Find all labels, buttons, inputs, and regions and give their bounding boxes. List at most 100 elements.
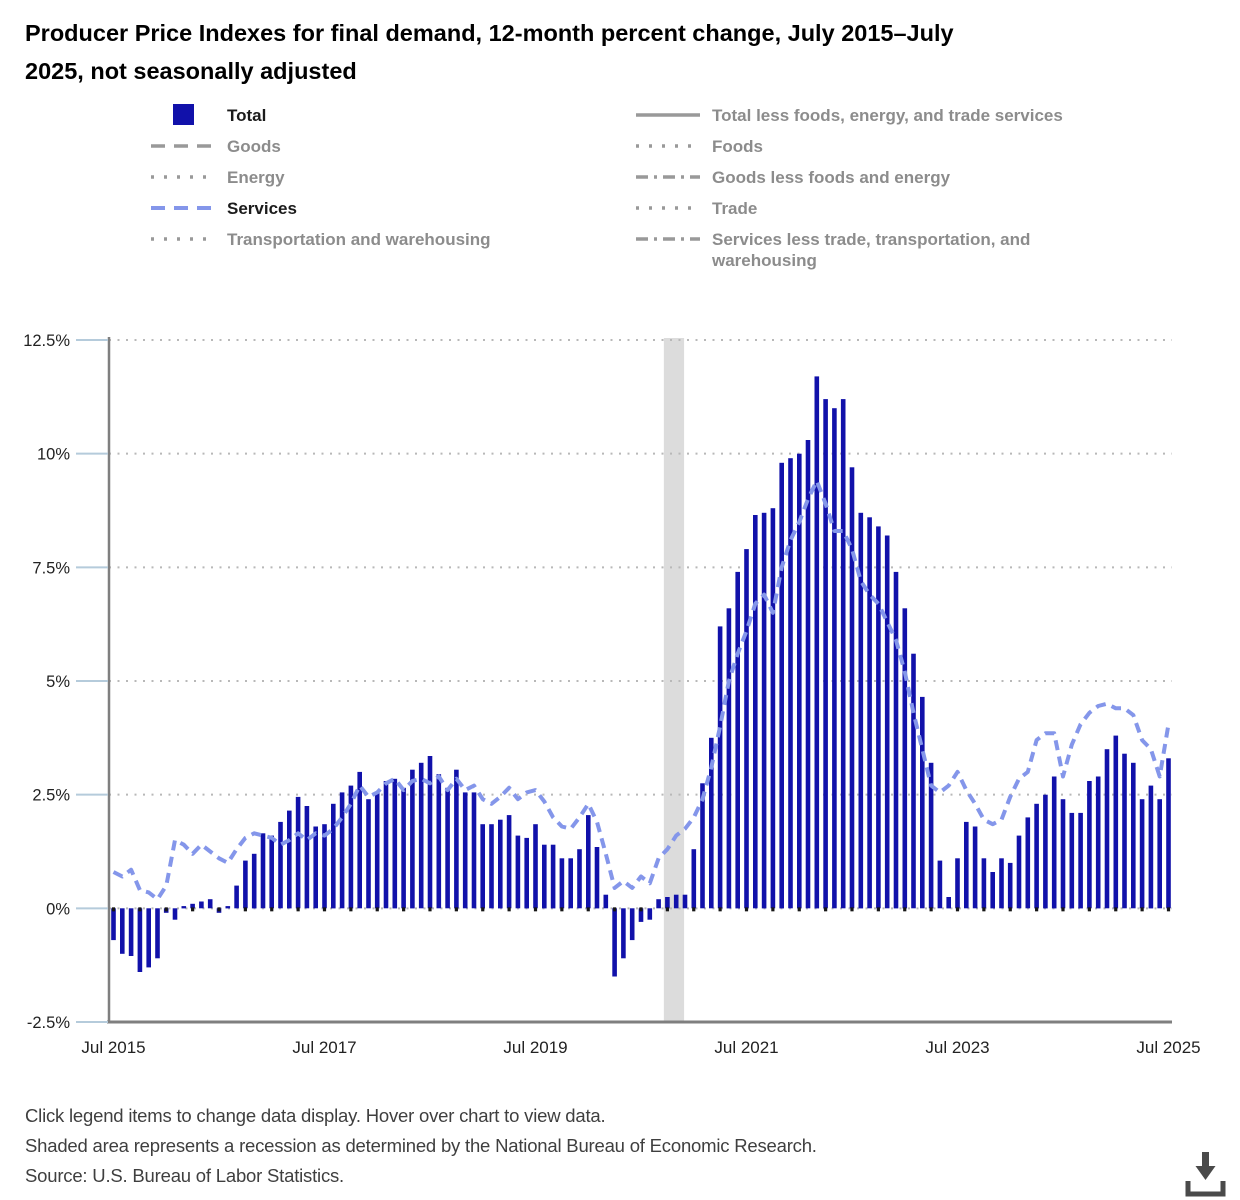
bar-total[interactable]: [832, 408, 837, 909]
bar-total[interactable]: [594, 847, 600, 909]
bar-total[interactable]: [146, 908, 151, 968]
legend-item-total[interactable]: Total: [150, 104, 491, 126]
bar-total[interactable]: [1113, 735, 1119, 909]
bar-total[interactable]: [559, 858, 565, 909]
bar-total[interactable]: [1157, 799, 1162, 909]
bar-total[interactable]: [920, 696, 925, 909]
bar-total[interactable]: [401, 787, 406, 909]
bar-total[interactable]: [506, 815, 512, 909]
bar-total[interactable]: [779, 462, 784, 909]
bar-total[interactable]: [550, 844, 556, 909]
bar-total[interactable]: [1087, 781, 1092, 909]
bar-total[interactable]: [638, 908, 644, 922]
bar-total[interactable]: [612, 908, 617, 977]
bar-total[interactable]: [128, 908, 134, 956]
bar-total[interactable]: [770, 508, 776, 909]
bar-total[interactable]: [656, 899, 661, 909]
bar-total[interactable]: [269, 835, 274, 909]
bar-total[interactable]: [586, 815, 591, 909]
bar-total[interactable]: [480, 824, 485, 909]
bar-total[interactable]: [893, 571, 899, 909]
bar-total[interactable]: [225, 906, 231, 909]
bar-total[interactable]: [436, 774, 442, 909]
bar-total[interactable]: [181, 906, 187, 909]
bar-total[interactable]: [744, 549, 749, 909]
legend-item-transportation-and-warehousing[interactable]: Transportation and warehousing: [150, 228, 491, 250]
bar-total[interactable]: [1122, 753, 1127, 909]
bar-total[interactable]: [199, 901, 204, 909]
download-icon[interactable]: [1183, 1150, 1229, 1198]
bar-total[interactable]: [1016, 835, 1022, 909]
legend-item-energy[interactable]: Energy: [150, 166, 491, 188]
ppi-bar-line-chart[interactable]: 12.5% 10% 7.5% 5% 2.5% 0% -2.5% Jul 2015 Jul 201…: [0, 0, 1240, 1090]
bar-total[interactable]: [1148, 785, 1154, 909]
bar-total[interactable]: [418, 762, 424, 909]
bar-total[interactable]: [797, 453, 802, 909]
bar-total[interactable]: [243, 860, 248, 909]
bar-total[interactable]: [1043, 794, 1048, 909]
bar-total[interactable]: [902, 608, 908, 909]
bar-total[interactable]: [331, 803, 336, 909]
bar-total[interactable]: [427, 756, 433, 909]
bar-total[interactable]: [700, 783, 705, 909]
bar-total[interactable]: [788, 458, 793, 909]
legend-item-services[interactable]: Services: [150, 197, 491, 219]
bar-total[interactable]: [445, 787, 450, 909]
bar-total[interactable]: [753, 515, 758, 909]
bar-total[interactable]: [990, 872, 995, 909]
bar-total[interactable]: [1139, 799, 1145, 909]
bar-total[interactable]: [814, 376, 820, 909]
bar-total[interactable]: [207, 899, 213, 909]
bar-total[interactable]: [515, 835, 521, 909]
legend-item-services-less-trade-transportation-and-warehousing[interactable]: Services less trade, transportation, and…: [635, 228, 1132, 271]
bar-total[interactable]: [955, 858, 960, 909]
bar-total[interactable]: [489, 824, 494, 909]
bar-total[interactable]: [374, 792, 380, 909]
bar-total[interactable]: [981, 858, 987, 909]
legend-item-total-less-foods-energy-and-trade-services[interactable]: Total less foods, energy, and trade serv…: [635, 104, 1132, 126]
bar-total[interactable]: [691, 849, 697, 909]
bar-total[interactable]: [1025, 817, 1031, 909]
bar-total[interactable]: [304, 806, 310, 909]
bar-total[interactable]: [471, 792, 477, 909]
bar-total[interactable]: [295, 796, 301, 909]
bar-total[interactable]: [260, 833, 266, 909]
bar-total[interactable]: [1069, 812, 1075, 909]
bar-total[interactable]: [533, 824, 538, 909]
bar-total[interactable]: [542, 844, 547, 909]
bar-total[interactable]: [937, 860, 943, 909]
bar-total[interactable]: [647, 908, 653, 920]
bar-total[interactable]: [410, 769, 415, 909]
bar-total[interactable]: [577, 849, 582, 909]
bar-total[interactable]: [278, 821, 283, 909]
bar-total[interactable]: [366, 799, 371, 909]
bar-total[interactable]: [928, 762, 934, 909]
bar-total[interactable]: [568, 858, 573, 909]
bar-total[interactable]: [1166, 758, 1171, 909]
bar-total[interactable]: [172, 908, 178, 920]
total-bars[interactable]: [111, 376, 1171, 977]
bar-total[interactable]: [972, 826, 978, 909]
bar-total[interactable]: [120, 908, 125, 954]
legend-item-trade[interactable]: Trade: [635, 197, 1132, 219]
bar-total[interactable]: [621, 908, 626, 959]
bar-total[interactable]: [1007, 862, 1013, 909]
bar-total[interactable]: [287, 810, 292, 909]
bar-total[interactable]: [682, 894, 688, 909]
bar-total[interactable]: [313, 826, 318, 909]
legend-item-goods-less-foods-and-energy[interactable]: Goods less foods and energy: [635, 166, 1132, 188]
bar-total[interactable]: [524, 837, 529, 909]
bar-total[interactable]: [840, 399, 846, 909]
bar-total[interactable]: [761, 512, 767, 909]
bar-total[interactable]: [383, 781, 389, 909]
bar-total[interactable]: [1104, 749, 1110, 909]
bar-total[interactable]: [709, 737, 714, 909]
bar-total[interactable]: [823, 399, 828, 909]
bar-total[interactable]: [1034, 803, 1039, 909]
bar-total[interactable]: [392, 778, 398, 909]
bar-total[interactable]: [454, 769, 459, 909]
bar-total[interactable]: [357, 771, 362, 909]
bar-total[interactable]: [946, 897, 951, 909]
bar-total[interactable]: [1131, 762, 1136, 909]
bar-total[interactable]: [1051, 776, 1057, 909]
